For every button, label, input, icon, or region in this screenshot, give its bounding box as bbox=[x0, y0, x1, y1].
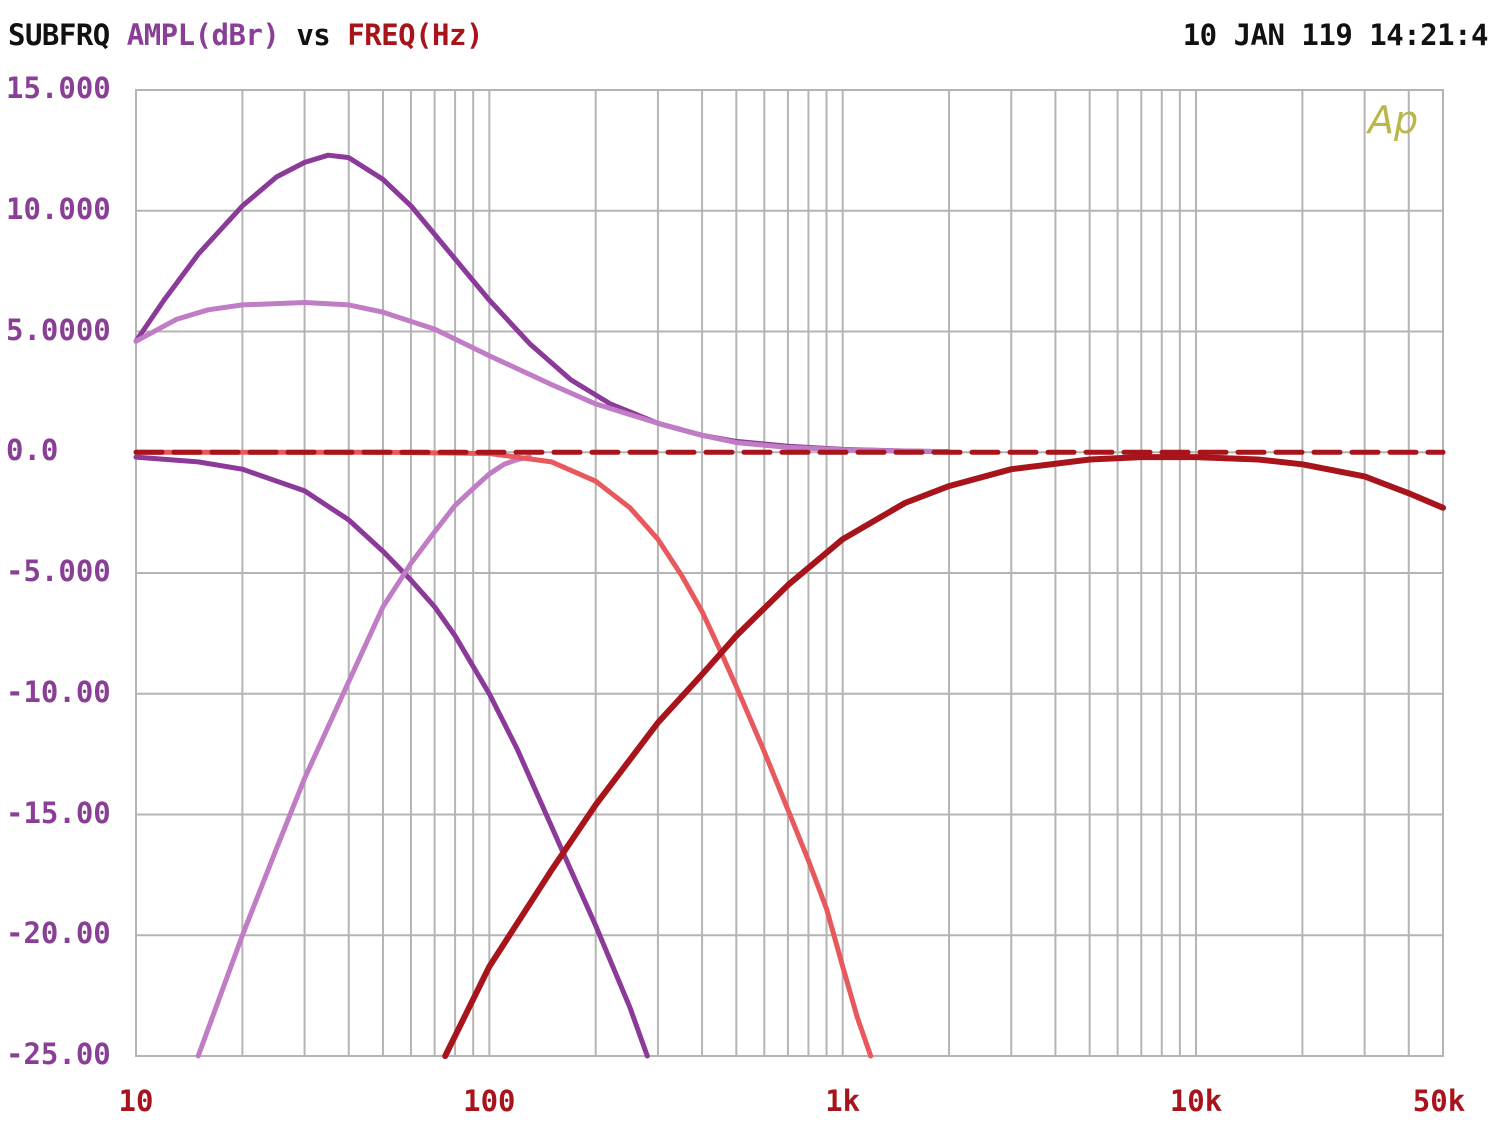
x-tick-label: 1k bbox=[825, 1084, 861, 1118]
measurement-name: SUBFRQ bbox=[8, 18, 110, 52]
chart-header: SUBFRQ AMPL(dBr) vs FREQ(Hz) bbox=[8, 18, 483, 52]
series-line-4 bbox=[195, 454, 533, 1059]
vs-label: vs bbox=[296, 18, 331, 52]
x-tick-label: 100 bbox=[463, 1084, 516, 1118]
y-tick-label: -5.000 bbox=[6, 554, 111, 588]
x-axis-quantity: FREQ(Hz) bbox=[347, 18, 483, 52]
plot-frame bbox=[135, 89, 1444, 1057]
y-tick-label: -25.00 bbox=[6, 1037, 111, 1071]
y-tick-label: 10.000 bbox=[6, 191, 111, 226]
x-tick-label: 10 bbox=[118, 1084, 154, 1118]
y-tick-label: -20.00 bbox=[6, 916, 111, 951]
y-tick-label: -15.00 bbox=[6, 795, 111, 830]
x-tick-label: 10k bbox=[1169, 1084, 1223, 1118]
y-tick-label: -10.00 bbox=[6, 674, 111, 709]
y-tick-label: 5.0000 bbox=[6, 312, 111, 347]
series-line-2 bbox=[133, 300, 952, 455]
series-line-5 bbox=[133, 449, 874, 1059]
chart-grid bbox=[135, 89, 1444, 1057]
y-tick-label: 15.000 bbox=[6, 71, 111, 105]
timestamp: 10 JAN 119 14:21:4 bbox=[1182, 18, 1489, 52]
series-line-6 bbox=[442, 454, 1446, 1059]
y-axis-quantity: AMPL(dBr) bbox=[126, 18, 280, 52]
y-tick-label: 0.0 bbox=[6, 433, 59, 468]
ap-logo: Ap bbox=[1368, 98, 1419, 142]
series-line-3 bbox=[133, 454, 650, 1059]
x-tick-label: 50k bbox=[1412, 1084, 1466, 1118]
chart-series bbox=[133, 152, 1446, 1059]
